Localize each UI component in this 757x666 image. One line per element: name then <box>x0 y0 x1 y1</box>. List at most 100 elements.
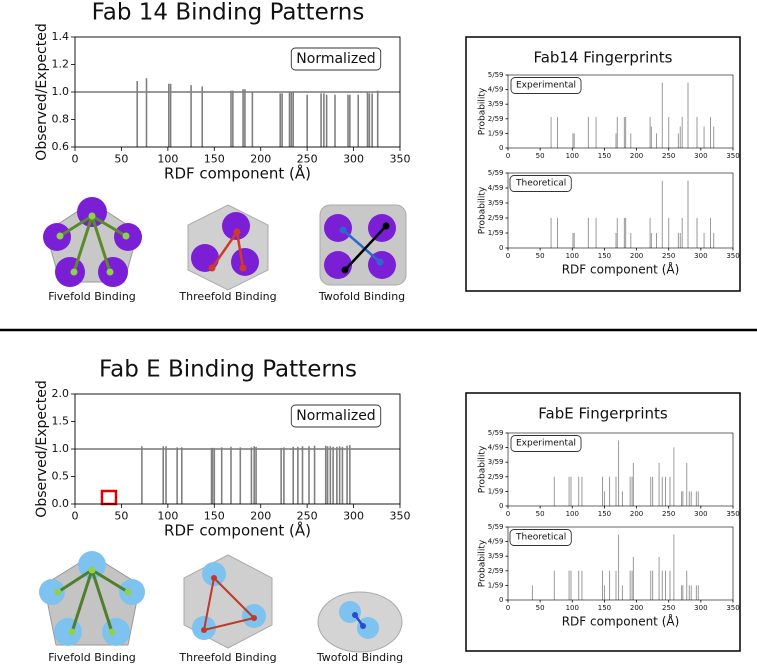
x-tick-label: 300 <box>694 152 707 160</box>
x-tick-label: 250 <box>662 510 675 518</box>
y-tick-label: 2/59 <box>488 214 504 222</box>
x-axis-label: RDF component (Å) <box>562 614 680 629</box>
x-tick-label: 350 <box>390 509 411 522</box>
x-tick-label: 350 <box>726 604 739 612</box>
y-tick-label: 3/59 <box>488 199 504 207</box>
y-tick-label: 1/59 <box>488 229 504 237</box>
y-tick-label: 0 <box>499 502 503 510</box>
x-tick-label: 50 <box>114 509 128 522</box>
y-axis-label: Probability <box>478 539 488 587</box>
chart-title: Fab 14 Binding Patterns <box>92 0 365 26</box>
annotation-box <box>290 404 382 428</box>
y-tick-label: 2/59 <box>488 473 504 481</box>
threefold-image <box>183 554 273 649</box>
x-tick-label: 200 <box>630 510 643 518</box>
x-tick-label: 250 <box>662 252 675 260</box>
annotation-box <box>509 529 572 546</box>
y-axis-label: Probability <box>478 186 488 234</box>
y-tick-label: 1.4 <box>52 30 70 43</box>
y-tick-label: 2/59 <box>488 567 504 575</box>
fingerprint-title: FabE Fingerprints <box>538 405 668 423</box>
x-tick-label: 150 <box>598 604 611 612</box>
y-tick-label: 3/59 <box>488 552 504 560</box>
y-tick-label: 1.2 <box>52 58 70 71</box>
plot-frame <box>507 432 734 507</box>
x-axis-label: RDF component (Å) <box>164 521 311 540</box>
x-tick-label: 250 <box>662 152 675 160</box>
x-tick-label: 100 <box>157 152 178 165</box>
y-tick-label: 0 <box>499 144 503 152</box>
x-tick-label: 300 <box>343 152 364 165</box>
y-tick-label: 1/59 <box>488 129 504 137</box>
y-tick-label: 0 <box>499 244 503 252</box>
annotation: Normalized <box>296 408 375 424</box>
x-tick-label: 0 <box>506 252 510 260</box>
annotation: Experimental <box>516 81 576 91</box>
y-axis-label: Probability <box>478 445 488 493</box>
annotation-box <box>510 435 582 452</box>
x-tick-label: 200 <box>630 252 643 260</box>
x-tick-label: 50 <box>536 510 545 518</box>
x-axis-label: RDF component (Å) <box>164 164 311 183</box>
x-tick-label: 200 <box>250 152 271 165</box>
twofold-image <box>319 204 407 286</box>
annotation-box <box>290 47 382 71</box>
x-tick-label: 50 <box>536 604 545 612</box>
x-tick-label: 100 <box>566 510 579 518</box>
y-tick-label: 0.8 <box>52 113 70 126</box>
y-tick-label: 4/59 <box>488 86 504 94</box>
x-tick-label: 0 <box>506 152 510 160</box>
y-tick-label: 0 <box>499 596 503 604</box>
plot-frame <box>74 36 401 148</box>
annotation-box <box>510 77 582 94</box>
x-tick-label: 0 <box>506 604 510 612</box>
x-tick-label: 200 <box>250 509 271 522</box>
x-tick-label: 200 <box>630 152 643 160</box>
x-tick-label: 100 <box>566 604 579 612</box>
y-tick-label: 4/59 <box>488 184 504 192</box>
x-tick-label: 100 <box>157 509 178 522</box>
y-tick-label: 5/59 <box>488 169 504 177</box>
twofold-image <box>317 591 403 653</box>
x-tick-label: 200 <box>630 604 643 612</box>
plot-frame <box>507 526 734 601</box>
x-tick-label: 0 <box>506 510 510 518</box>
x-tick-label: 250 <box>297 152 318 165</box>
y-tick-label: 3/59 <box>488 458 504 466</box>
x-tick-label: 150 <box>598 152 611 160</box>
annotation-box <box>509 175 572 192</box>
y-tick-label: 0.0 <box>52 497 70 510</box>
x-tick-label: 350 <box>726 252 739 260</box>
x-tick-label: 150 <box>598 252 611 260</box>
x-axis-label: RDF component (Å) <box>562 262 680 277</box>
y-tick-label: 5/59 <box>488 523 504 531</box>
y-tick-label: 2.0 <box>52 387 70 400</box>
x-tick-label: 50 <box>114 152 128 165</box>
y-tick-label: 5/59 <box>488 71 504 79</box>
x-tick-label: 350 <box>726 152 739 160</box>
y-tick-label: 1.0 <box>52 442 70 455</box>
fivefold-image <box>43 197 142 287</box>
x-tick-label: 300 <box>694 510 707 518</box>
y-tick-label: 5/59 <box>488 429 504 437</box>
x-tick-label: 50 <box>536 152 545 160</box>
caption: Fivefold Binding <box>48 651 136 664</box>
x-tick-label: 350 <box>726 510 739 518</box>
caption: Twofold Binding <box>316 651 403 664</box>
x-tick-label: 150 <box>204 152 225 165</box>
x-tick-label: 300 <box>694 604 707 612</box>
y-axis-label: Observed/Expected <box>34 23 50 160</box>
y-tick-label: 1/59 <box>488 487 504 495</box>
annotation: Theoretical <box>515 533 566 543</box>
y-tick-label: 1/59 <box>488 581 504 589</box>
x-tick-label: 300 <box>694 252 707 260</box>
y-axis-label: Observed/Expected <box>34 380 50 517</box>
highlight-box <box>100 489 118 506</box>
x-tick-label: 250 <box>662 604 675 612</box>
x-tick-label: 250 <box>297 509 318 522</box>
y-tick-label: 0.5 <box>52 470 70 483</box>
plot-frame <box>507 172 734 249</box>
y-axis-label: Probability <box>478 87 488 135</box>
y-tick-label: 4/59 <box>488 538 504 546</box>
x-tick-label: 350 <box>390 152 411 165</box>
